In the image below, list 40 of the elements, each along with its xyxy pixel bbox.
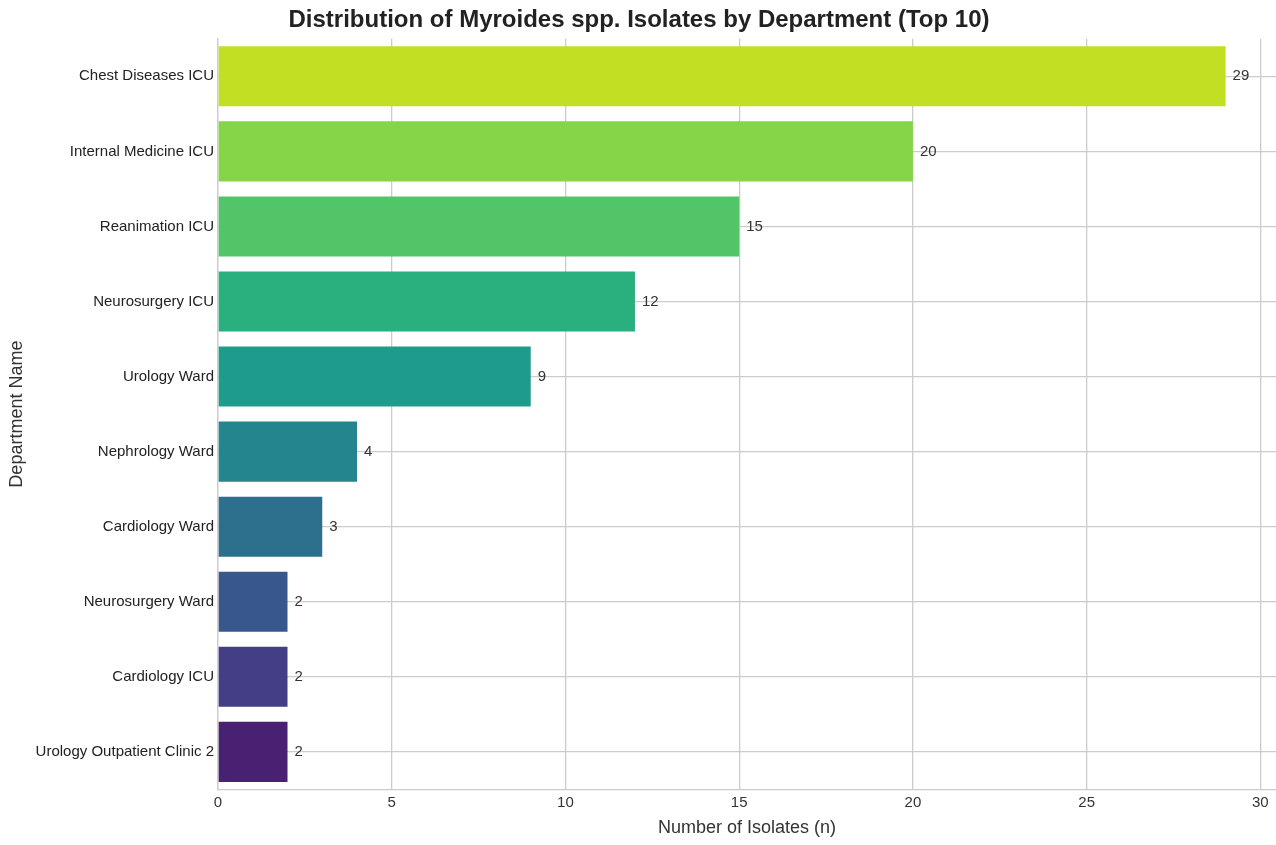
x-tick-label: 25 xyxy=(1078,792,1095,810)
y-tick-label: Nephrology Ward xyxy=(97,441,215,459)
x-tick-label: 5 xyxy=(387,792,396,810)
bar xyxy=(218,646,288,707)
data-label: 2 xyxy=(294,666,303,684)
x-tick-label: 0 xyxy=(213,792,223,810)
y-tick-label: Internal Medicine ICU xyxy=(69,141,215,159)
y-tick-label: Urology Ward xyxy=(122,366,215,384)
y-tick-label: Neurosurgery Ward xyxy=(83,591,215,609)
data-label: 12 xyxy=(641,291,659,309)
chart-title: Distribution of Myroides spp. Isolates by Department (Top 10) xyxy=(288,5,990,33)
bar xyxy=(218,121,913,182)
x-tick-label: 30 xyxy=(1252,792,1269,810)
data-label: 4 xyxy=(364,441,373,459)
y-axis-title: Department Name xyxy=(5,340,26,488)
data-label: 2 xyxy=(294,591,303,609)
x-axis-title: Number of Isolates (n) xyxy=(657,817,837,838)
bar xyxy=(218,46,1226,107)
y-tick-label: Chest Diseases ICU xyxy=(78,66,215,84)
bar xyxy=(218,496,323,557)
y-tick-label: Cardiology ICU xyxy=(112,666,215,684)
x-tick-label: 15 xyxy=(730,792,748,810)
y-tick-label: Urology Outpatient Clinic 2 xyxy=(35,742,215,760)
bar xyxy=(218,346,531,407)
bar xyxy=(218,571,288,632)
y-tick-label: Cardiology Ward xyxy=(102,516,215,534)
x-tick-label: 10 xyxy=(557,792,574,810)
y-tick-label: Neurosurgery ICU xyxy=(93,291,215,309)
data-label: 9 xyxy=(537,366,547,384)
data-label: 2 xyxy=(294,742,303,760)
bar xyxy=(218,721,288,782)
x-tick-label: 20 xyxy=(904,792,922,810)
bar xyxy=(218,196,740,257)
data-label: 3 xyxy=(329,516,338,534)
data-label: 15 xyxy=(746,216,763,234)
bar xyxy=(218,421,357,482)
y-tick-label: Reanimation ICU xyxy=(99,216,215,234)
bar xyxy=(218,271,635,332)
data-label: 20 xyxy=(919,141,937,159)
data-label: 29 xyxy=(1232,66,1250,84)
